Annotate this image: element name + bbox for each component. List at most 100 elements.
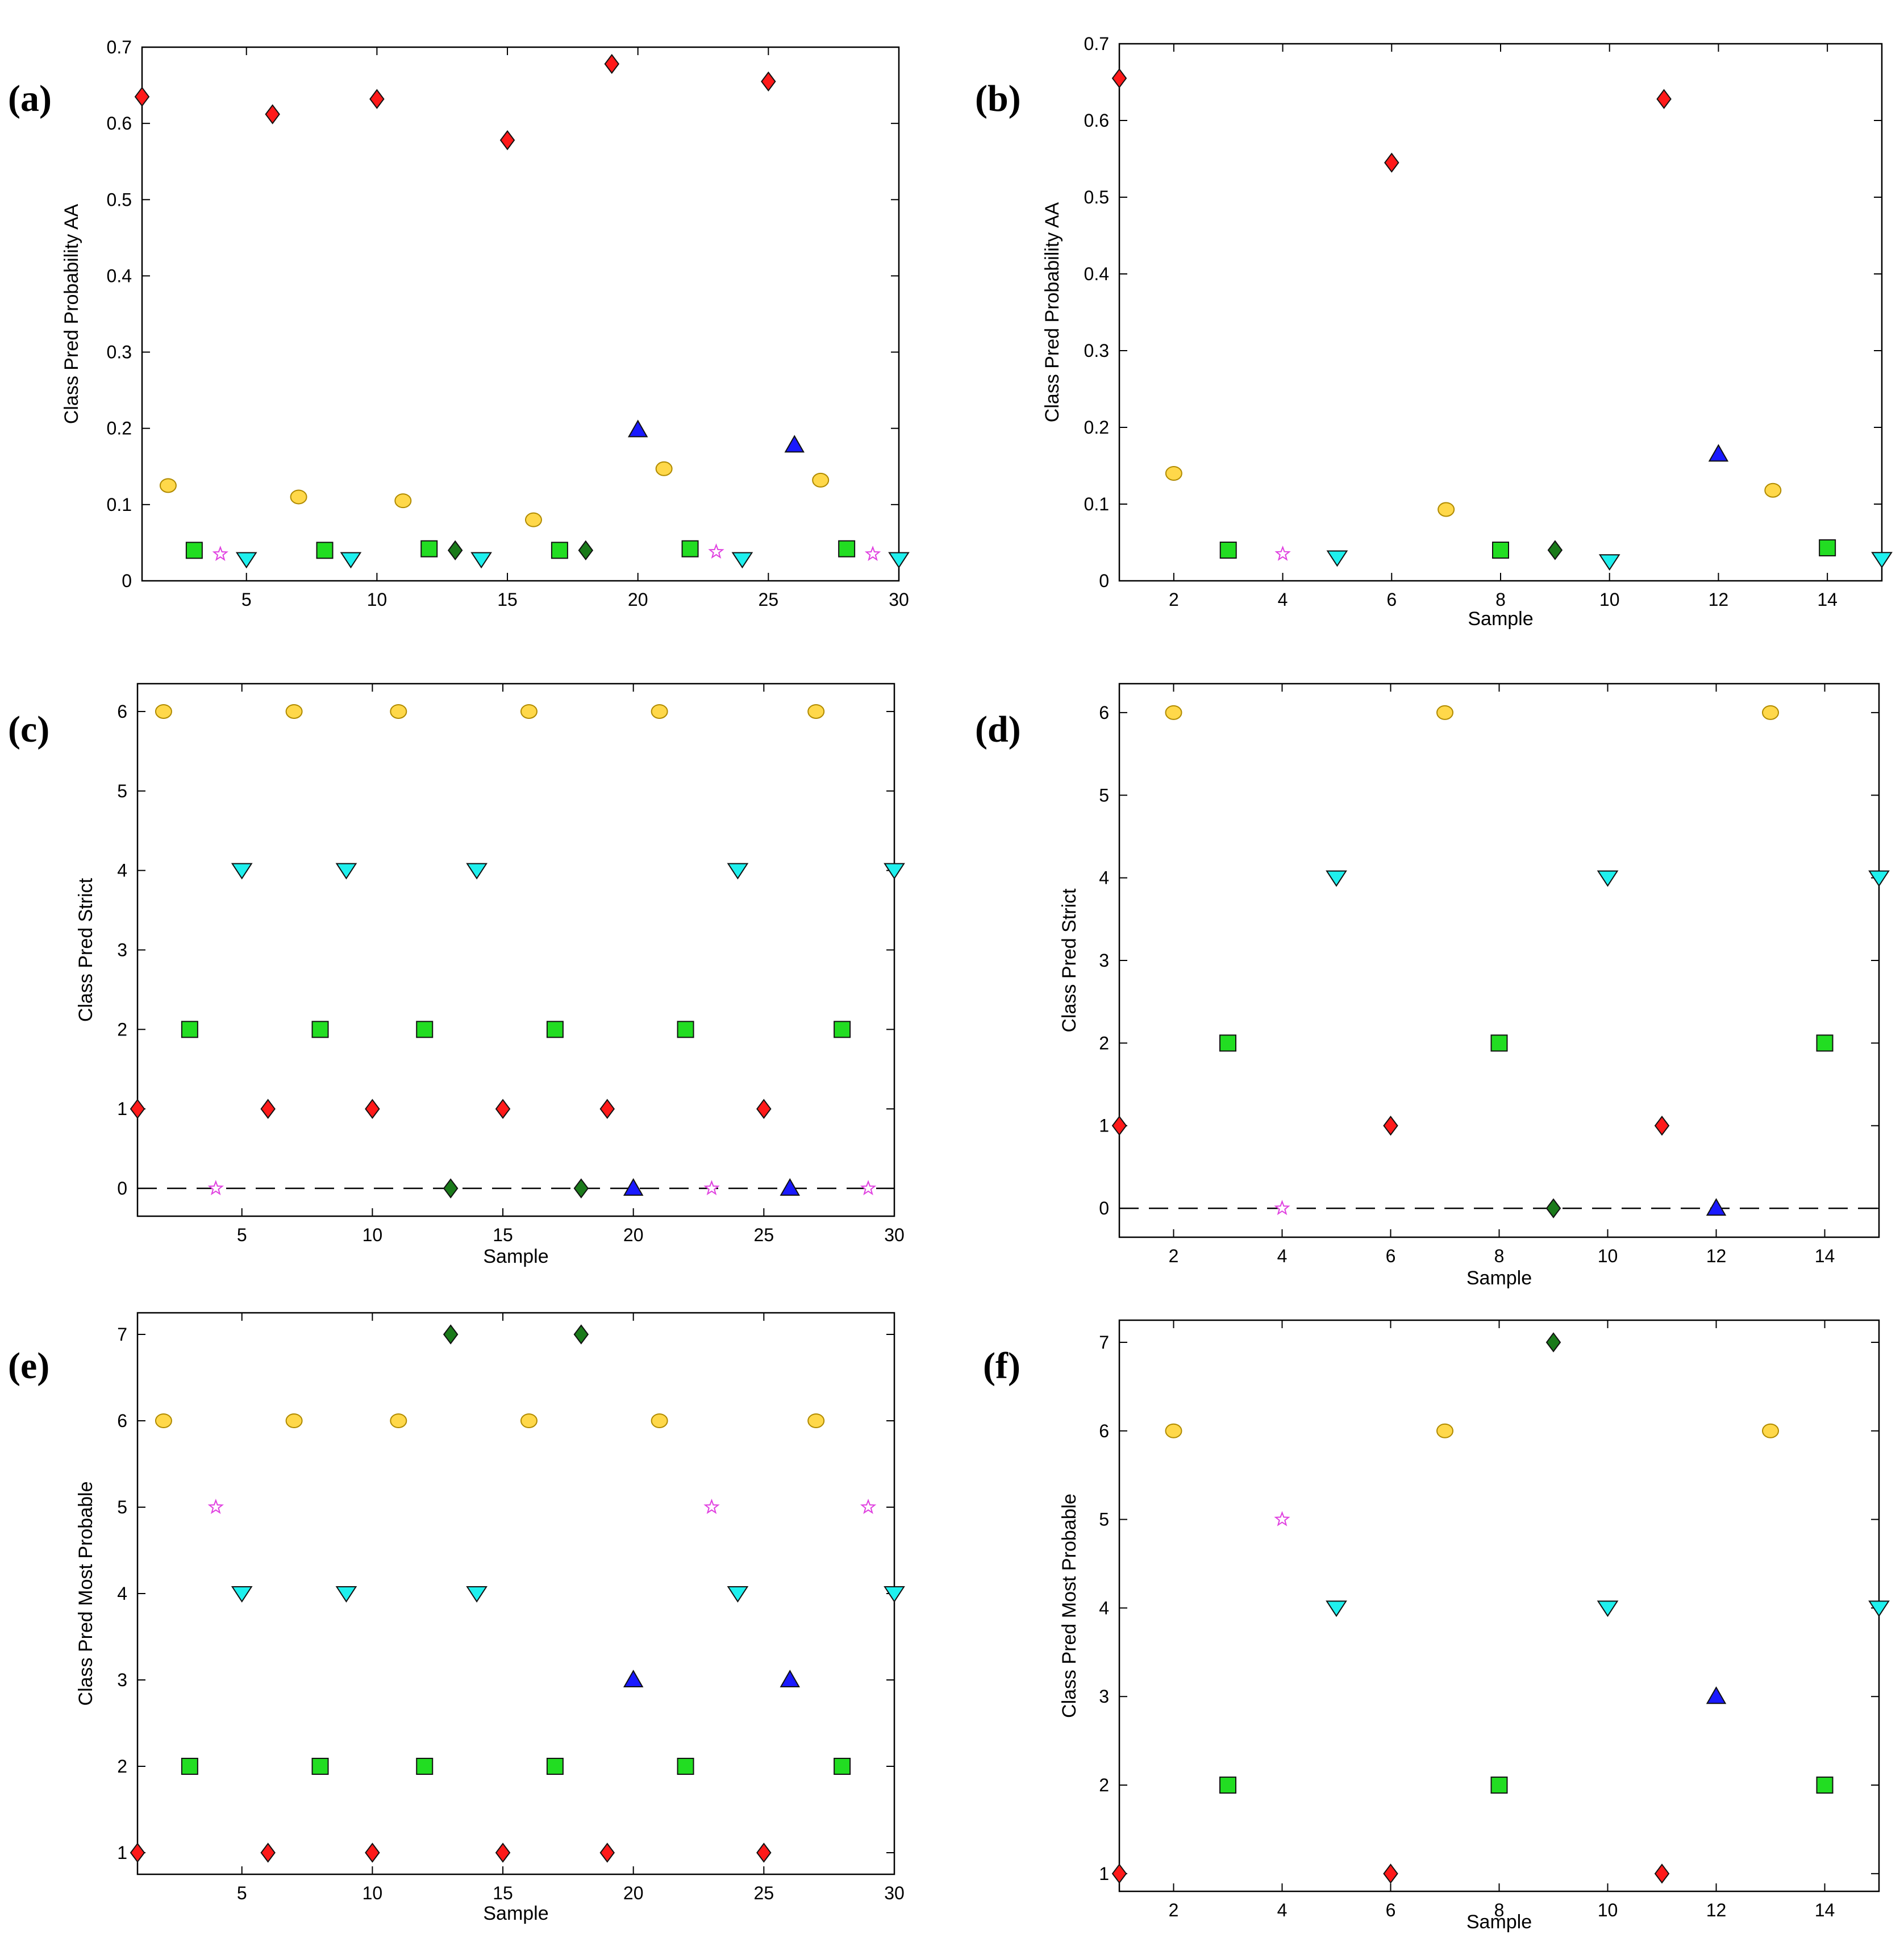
data-point-class-2 <box>420 540 438 558</box>
data-point-class-1 <box>260 1099 276 1119</box>
data-point-class-6 <box>807 1413 825 1428</box>
data-point-class-4 <box>731 552 753 569</box>
data-point-class-6 <box>155 704 172 719</box>
x-tick-label: 10 <box>1599 589 1620 610</box>
x-tick-label: 12 <box>1706 1246 1727 1266</box>
data-point-class-5 <box>703 1180 720 1196</box>
data-point-class-2 <box>311 1758 329 1775</box>
y-tick-label: 4 <box>1099 868 1109 888</box>
data-point-class-6 <box>1436 1423 1453 1438</box>
x-tick-label: 15 <box>497 589 518 610</box>
y-tick-label: 6 <box>117 701 127 722</box>
y-tick-label: 5 <box>1099 1509 1109 1530</box>
data-point-class-6 <box>285 704 303 719</box>
data-point-class-6 <box>285 1413 303 1428</box>
plot-area <box>141 46 900 582</box>
x-tick-label: 4 <box>1277 1900 1288 1920</box>
x-tick-label: 10 <box>367 589 388 610</box>
y-tick-label: 0.7 <box>1084 34 1109 54</box>
x-tick-label: 4 <box>1277 1246 1288 1266</box>
data-point-class-2 <box>677 1021 694 1038</box>
y-tick-label: 1 <box>1099 1116 1109 1136</box>
y-tick-label: 0.7 <box>107 37 132 57</box>
y-tick-label: 0 <box>1099 571 1109 591</box>
x-tick-label: 2 <box>1169 1246 1179 1266</box>
data-point-class-2 <box>1219 1034 1236 1052</box>
data-point-class-4 <box>340 552 362 569</box>
x-tick-label: 12 <box>1709 589 1729 610</box>
data-point-class-3 <box>1706 1198 1727 1216</box>
x-axis-label: Sample <box>483 1903 548 1924</box>
data-point-class-4 <box>1868 1600 1890 1617</box>
x-tick-label: 14 <box>1815 1246 1835 1266</box>
data-point-class-3 <box>623 1669 644 1687</box>
data-point-class-1 <box>1656 89 1672 109</box>
x-tick-label: 12 <box>1706 1900 1727 1920</box>
x-tick-label: 25 <box>754 1883 774 1903</box>
y-tick-label: 6 <box>1099 1421 1109 1441</box>
data-point-class-5 <box>703 1499 720 1515</box>
data-point-class-1 <box>130 1842 145 1863</box>
data-point-class-2 <box>1816 1034 1834 1052</box>
data-point-class-2 <box>1219 542 1237 559</box>
data-point-class-5 <box>1274 1511 1290 1526</box>
data-point-class-4 <box>727 1586 749 1603</box>
data-point-class-6 <box>1165 705 1182 720</box>
data-point-class-1 <box>1654 1864 1670 1884</box>
data-point-class-4 <box>1326 550 1348 567</box>
data-point-class-7 <box>1547 540 1563 560</box>
x-axis-label: Sample <box>1466 1911 1532 1933</box>
y-tick-label: 0.4 <box>107 265 132 286</box>
x-tick-label: 25 <box>759 589 779 610</box>
data-point-class-4 <box>1597 870 1619 887</box>
data-point-class-2 <box>1819 539 1836 556</box>
data-point-class-1 <box>1654 1116 1670 1136</box>
y-tick-label: 0.5 <box>107 189 132 210</box>
data-point-class-5 <box>207 1499 224 1515</box>
data-point-class-5 <box>708 543 724 559</box>
panel-label: (a) <box>8 78 52 119</box>
x-tick-label: 5 <box>237 1883 247 1903</box>
data-point-class-1 <box>260 1842 276 1863</box>
data-point-class-7 <box>1545 1332 1561 1353</box>
data-point-class-6 <box>651 1413 668 1428</box>
y-tick-label: 0.2 <box>1084 417 1109 438</box>
y-tick-label: 2 <box>117 1756 127 1777</box>
x-tick-label: 30 <box>884 1225 905 1245</box>
y-tick-label: 2 <box>1099 1033 1109 1053</box>
data-point-class-2 <box>416 1758 434 1775</box>
x-tick-label: 6 <box>1386 1900 1396 1920</box>
data-point-class-7 <box>573 1324 589 1345</box>
data-point-class-2 <box>1816 1777 1834 1794</box>
y-tick-label: 0.1 <box>107 494 132 515</box>
data-point-class-1 <box>1111 1116 1127 1136</box>
x-axis-label: Sample <box>1468 608 1533 630</box>
data-point-class-1 <box>761 71 776 92</box>
data-point-class-5 <box>207 1180 224 1196</box>
y-axis-label: Class Pred Strict <box>1059 888 1080 1033</box>
x-axis-label: Sample <box>483 1246 548 1267</box>
data-point-class-6 <box>1438 502 1455 517</box>
data-point-class-1 <box>1384 152 1399 173</box>
data-point-class-6 <box>812 472 830 488</box>
y-tick-label: 4 <box>117 860 127 881</box>
x-tick-label: 10 <box>1598 1246 1618 1266</box>
data-point-class-4 <box>466 863 488 880</box>
data-point-class-5 <box>212 546 228 561</box>
data-point-class-2 <box>316 542 334 559</box>
panel-label: (c) <box>8 709 49 750</box>
data-point-class-2 <box>181 1021 198 1038</box>
data-point-class-6 <box>520 704 538 719</box>
data-point-class-2 <box>838 540 856 558</box>
data-point-class-3 <box>1706 1686 1727 1704</box>
data-point-class-1 <box>756 1099 772 1119</box>
x-tick-label: 20 <box>623 1225 644 1245</box>
data-point-class-7 <box>1545 1198 1561 1218</box>
x-tick-label: 14 <box>1817 589 1838 610</box>
y-tick-label: 2 <box>1099 1775 1109 1795</box>
x-tick-label: 4 <box>1278 589 1288 610</box>
data-point-class-4 <box>727 863 749 880</box>
x-tick-label: 5 <box>241 589 252 610</box>
y-tick-label: 3 <box>117 940 127 960</box>
